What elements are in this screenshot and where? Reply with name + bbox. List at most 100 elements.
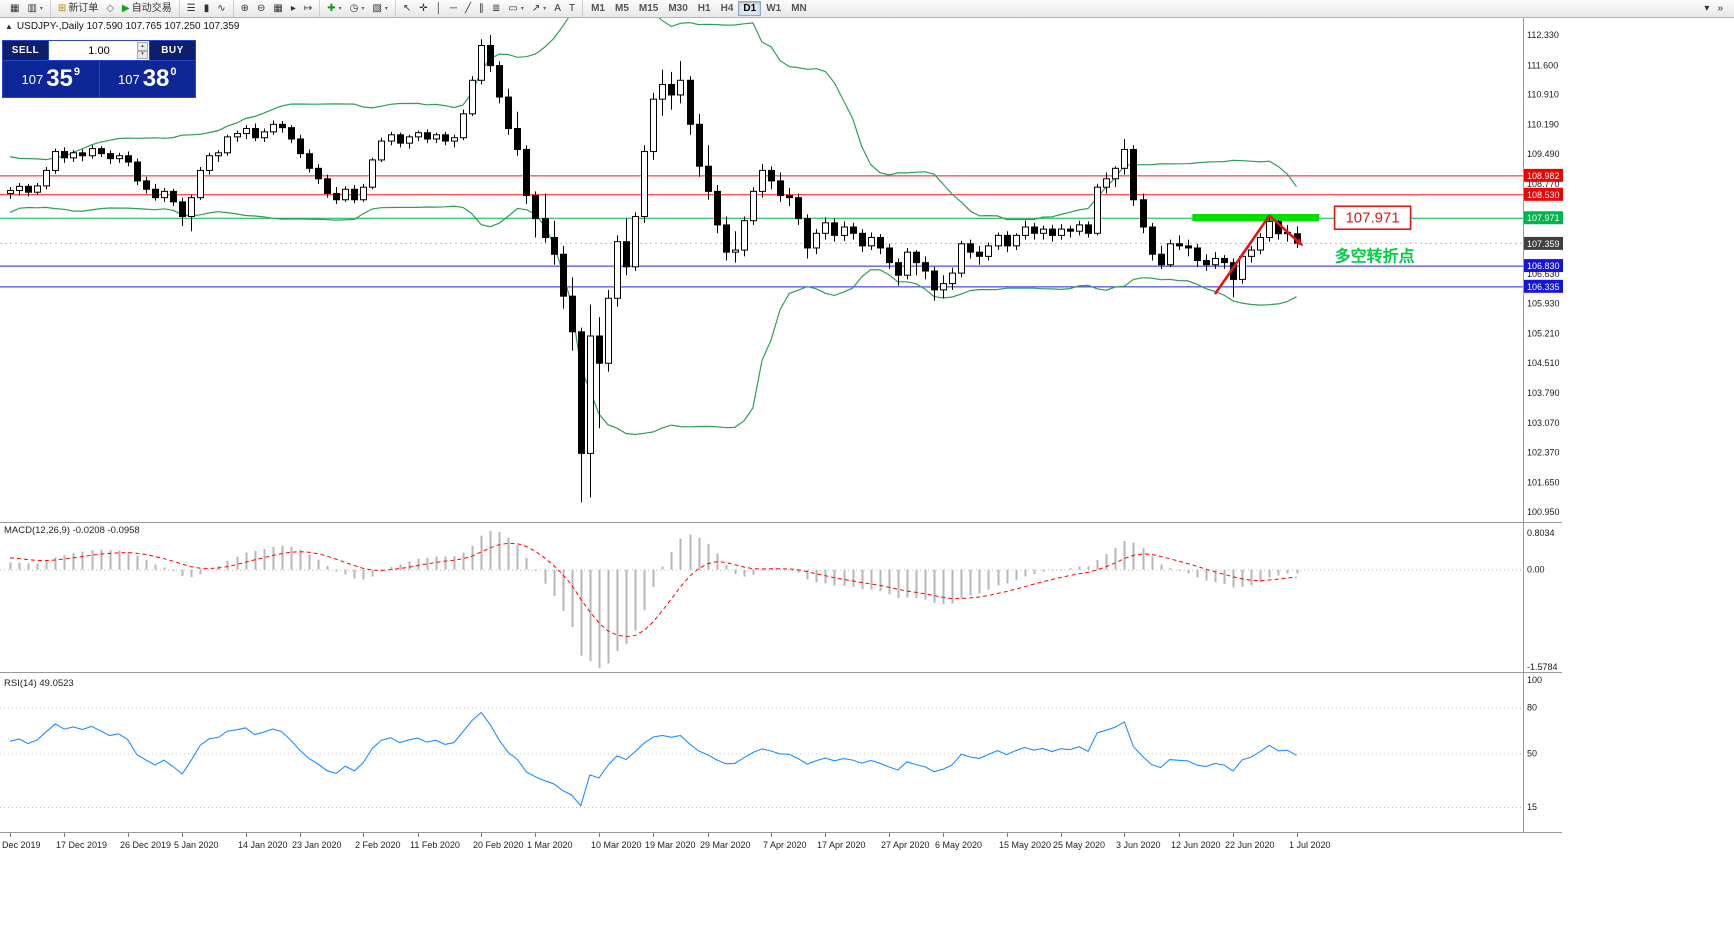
indicators-icon: ✚	[327, 2, 336, 14]
line-chart-button[interactable]: ∿	[213, 1, 229, 16]
toolbar-overflow-button[interactable]: »	[1713, 1, 1727, 16]
svg-text:2 Feb 2020: 2 Feb 2020	[355, 840, 401, 850]
trade-prices-row: 107 35 9 107 38 0	[3, 61, 195, 97]
buy-button[interactable]: BUY	[150, 41, 195, 60]
vertical-line-icon: │	[435, 2, 442, 14]
trade-group: ⊞ 新订单 ◇ ▶ 自动交易	[49, 0, 179, 17]
sell-button[interactable]: SELL	[3, 41, 48, 60]
text-icon: A	[554, 2, 561, 14]
horizontal-level-lines[interactable]	[0, 175, 1523, 288]
vertical-line-button[interactable]: │	[432, 1, 446, 16]
metaeditor-button[interactable]: ◇	[102, 1, 118, 16]
auto-scroll-icon: ▸	[290, 2, 296, 14]
svg-text:14 Jan 2020: 14 Jan 2020	[238, 840, 288, 850]
svg-text:23 Jan 2020: 23 Jan 2020	[292, 840, 342, 850]
svg-text:12 Jun 2020: 12 Jun 2020	[1171, 840, 1221, 850]
fibonacci-button[interactable]: ≣	[488, 1, 504, 16]
rsi-panel: 100 80 50 15	[0, 675, 1542, 812]
candlestick-chart-button[interactable]: ▮	[200, 1, 214, 16]
text-button[interactable]: A	[550, 1, 565, 16]
volume-up-button[interactable]: ▴	[137, 42, 148, 51]
tf-m5-button[interactable]: M5	[610, 1, 634, 16]
tf-d1-button[interactable]: D1	[738, 1, 762, 16]
buy-price-panel[interactable]: 107 38 0	[99, 61, 195, 97]
indicators-button[interactable]: ✚ ▾	[323, 1, 345, 16]
trend-arrow[interactable]	[1213, 214, 1304, 295]
auto-scroll-button[interactable]: ▸	[287, 1, 300, 16]
profiles-icon: ▥	[27, 2, 37, 14]
tile-windows-button[interactable]: ▦	[269, 1, 286, 16]
cursor-button[interactable]: ↖	[399, 1, 415, 16]
one-click-collapse-toggle[interactable]: ▲	[5, 22, 13, 31]
trendline-icon: ╱	[465, 2, 472, 14]
svg-text:17 Dec 2019: 17 Dec 2019	[56, 840, 107, 850]
shapes-button[interactable]: ▭ ▾	[504, 1, 527, 16]
trendline-button[interactable]: ╱	[461, 1, 475, 16]
templates-button[interactable]: ▧ ▾	[368, 1, 391, 16]
crosshair-button[interactable]: ✛	[415, 1, 431, 16]
autotrading-button[interactable]: ▶ 自动交易	[118, 1, 176, 16]
main-toolbar: ▦ ▥ ▾ ⊞ 新订单 ◇ ▶ 自动交易 ☰ ▮ ∿ ⊕ ⊖ ▦ ▸ ↦ ✚ ▾ ◷ ▾ ▧ ▾ ↖ ✛ │ ─ ╱ ∥ ≣ ▭ ▾ ↗ ▾ A T…	[0, 0, 1734, 18]
tf-m30-button[interactable]: M30	[663, 1, 692, 16]
horizontal-line-button[interactable]: ─	[446, 1, 461, 16]
price-callout[interactable]: 107.971	[1333, 205, 1412, 231]
zoom-out-icon: ⊖	[256, 2, 266, 14]
label-button[interactable]: T	[565, 1, 579, 16]
tf-m15-button[interactable]: M15	[634, 1, 663, 16]
cursor-icon: ↖	[402, 2, 412, 14]
rsi-label: RSI(14) 49.0523	[4, 678, 74, 689]
sell-price-panel[interactable]: 107 35 9	[3, 61, 99, 97]
svg-text:1 Jul 2020: 1 Jul 2020	[1289, 840, 1331, 850]
highlight-rectangle[interactable]	[1192, 214, 1320, 222]
profiles-button[interactable]: ▥ ▾	[23, 1, 46, 16]
chart-shift-icon: ↦	[303, 2, 313, 14]
volume-value: 1.00	[88, 44, 110, 57]
panel-separators[interactable]	[0, 18, 1562, 833]
tf-mn-button[interactable]: MN	[786, 1, 812, 16]
svg-text:5 Jan 2020: 5 Jan 2020	[174, 840, 219, 850]
new-chart-button[interactable]: ▦	[6, 1, 23, 16]
chart-shift-button[interactable]: ↦	[300, 1, 316, 16]
svg-text:80: 80	[1527, 703, 1537, 713]
channel-button[interactable]: ∥	[475, 1, 488, 16]
toolbar-options-button[interactable]: ▾	[1700, 1, 1713, 16]
svg-text:6 May 2020: 6 May 2020	[935, 840, 982, 850]
arrows-button[interactable]: ↗ ▾	[528, 1, 550, 16]
dropdown-caret-icon: ▾	[338, 5, 342, 12]
zoom-out-button[interactable]: ⊖	[253, 1, 269, 16]
tf-m1-button[interactable]: M1	[586, 1, 610, 16]
svg-text:25 May 2020: 25 May 2020	[1053, 840, 1105, 850]
periods-button[interactable]: ◷ ▾	[346, 1, 369, 16]
volume-down-button[interactable]: ▾	[137, 50, 148, 59]
periods-icon: ◷	[349, 2, 359, 14]
svg-text:26 Dec 2019: 26 Dec 2019	[120, 840, 171, 850]
svg-text:29 Mar 2020: 29 Mar 2020	[700, 840, 751, 850]
time-axis[interactable]: Dec 2019 17 Dec 2019 26 Dec 2019 5 Jan 2020…	[2, 833, 1331, 850]
tf-h4-button-label: H4	[720, 2, 734, 14]
svg-text:100.950: 100.950	[1527, 507, 1560, 517]
svg-text:多空转折点: 多空转折点	[1335, 246, 1415, 265]
volume-field[interactable]: 1.00 ▴ ▾	[49, 41, 149, 60]
chart-title-row: ▲ USDJPY-,Daily 107.590 107.765 107.250 …	[5, 21, 240, 32]
candles	[7, 35, 1301, 503]
new-order-button[interactable]: ⊞ 新订单	[54, 1, 102, 16]
tf-m1-button-label: M1	[591, 2, 605, 14]
svg-text:10 Mar 2020: 10 Mar 2020	[591, 840, 642, 850]
chart-type-group: ☰ ▮ ∿	[178, 0, 233, 17]
tf-d1-button-label: D1	[743, 2, 757, 14]
dropdown-caret-icon: ▾	[543, 5, 547, 12]
new-order-button-label: 新订单	[68, 2, 99, 14]
tf-w1-button[interactable]: W1	[761, 1, 786, 16]
timeframe-group: M1 M5 M15 M30 H1 H4 D1 W1 MN	[582, 0, 815, 17]
tf-h1-button[interactable]: H1	[693, 1, 716, 16]
price-axis[interactable]: 112.330 111.600 110.910 110.190 109.490 108.7…	[1524, 30, 1563, 517]
dropdown-caret-icon: ▾	[361, 5, 365, 12]
channel-icon: ∥	[479, 2, 485, 14]
zoom-in-button[interactable]: ⊕	[237, 1, 253, 16]
tf-h4-button[interactable]: H4	[716, 1, 739, 16]
shapes-icon: ▭	[508, 2, 518, 14]
zoom-group: ⊕ ⊖ ▦ ▸ ↦	[232, 0, 320, 17]
bar-chart-button[interactable]: ☰	[183, 1, 200, 16]
new-chart-icon: ▦	[10, 2, 20, 14]
